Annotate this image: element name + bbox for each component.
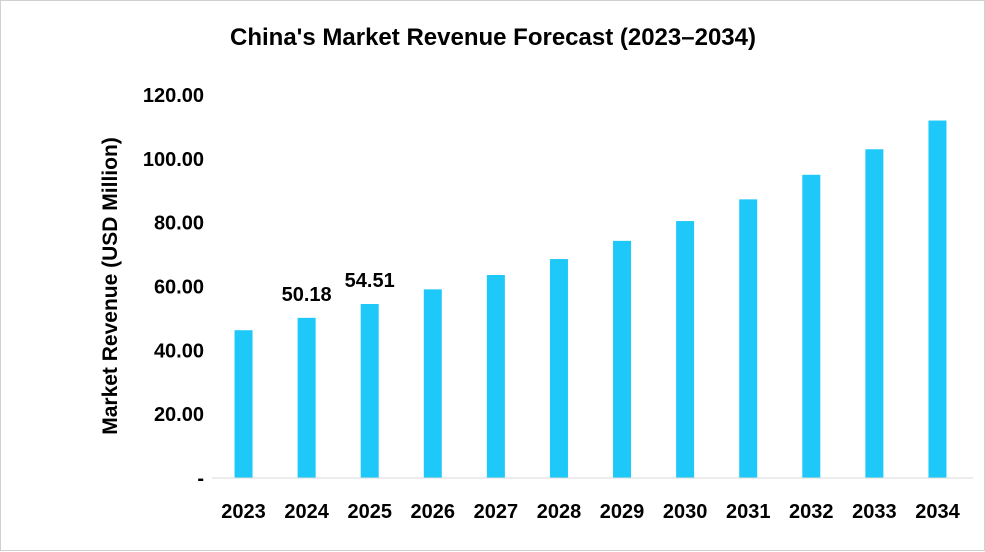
bar-2034 — [928, 120, 947, 479]
y-tick-label: 20.00 — [154, 404, 204, 426]
x-tick-label: 2032 — [789, 501, 834, 523]
x-tick-label: 2026 — [411, 501, 456, 523]
bar-2032 — [802, 174, 821, 478]
y-tick-label: 100.00 — [143, 149, 204, 171]
x-tick-label: 2031 — [726, 501, 771, 523]
x-tick-label: 2027 — [474, 501, 519, 523]
x-tick-label: 2029 — [600, 501, 645, 523]
data-label: 50.18 — [282, 284, 332, 306]
bar-2025 — [360, 304, 379, 478]
bar-2028 — [549, 259, 568, 478]
bar-2030 — [676, 221, 695, 478]
data-label: 54.51 — [345, 270, 395, 292]
x-tick-label: 2034 — [915, 501, 960, 523]
x-tick-label: 2028 — [537, 501, 582, 523]
bar-2027 — [486, 275, 505, 478]
bar-2031 — [739, 199, 758, 478]
bar-2029 — [613, 240, 632, 478]
x-tick-label: 2033 — [852, 501, 897, 523]
x-tick-label: 2023 — [221, 501, 266, 523]
y-tick-label: 120.00 — [143, 85, 204, 107]
y-tick-label: 40.00 — [154, 340, 204, 362]
bar-2023 — [234, 330, 253, 478]
bar-2026 — [423, 289, 442, 478]
x-tick-label: 2025 — [347, 501, 392, 523]
chart-title: China's Market Revenue Forecast (2023–20… — [230, 24, 756, 51]
y-tick-label: 60.00 — [154, 277, 204, 299]
x-tick-label: 2030 — [663, 501, 708, 523]
y-tick-label: 80.00 — [154, 213, 204, 235]
y-axis-label: Market Revenue (USD Million) — [99, 137, 122, 435]
bar-2024 — [297, 317, 316, 478]
y-tick-label: - — [197, 468, 204, 490]
x-tick-label: 2024 — [284, 501, 329, 523]
bar-2033 — [865, 149, 884, 478]
